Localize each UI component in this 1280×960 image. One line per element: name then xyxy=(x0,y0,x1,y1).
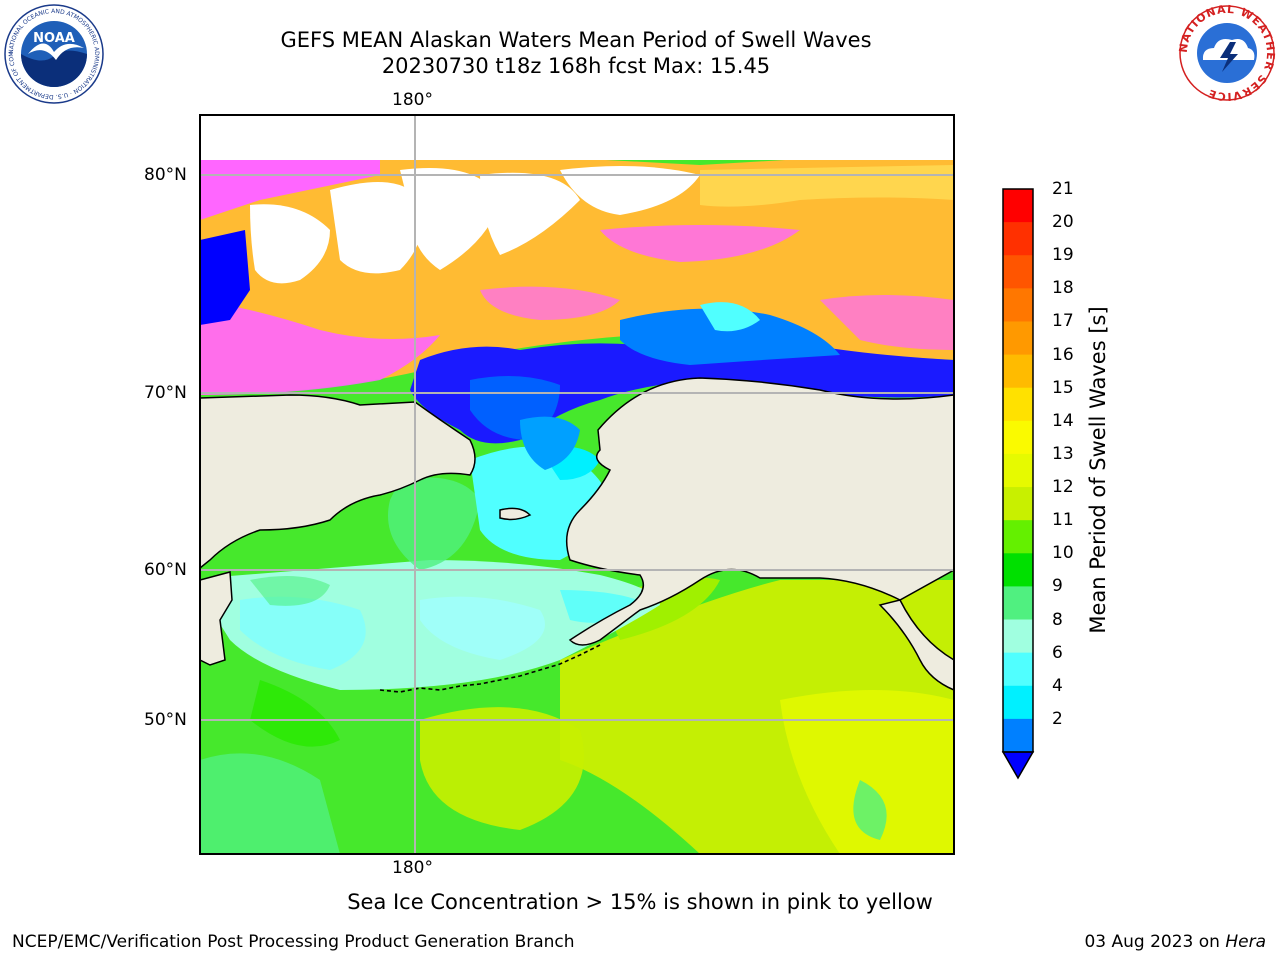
lat-label-50: 50°N xyxy=(144,710,187,730)
colorbar-tick-label: 17 xyxy=(1052,311,1074,332)
footer-system: Hera xyxy=(1225,932,1266,952)
colorbar-swatch xyxy=(1003,487,1033,521)
footer-date: 03 Aug 2023 on Hera xyxy=(1084,932,1266,952)
colorbar-tick-label: 9 xyxy=(1052,576,1063,597)
colorbar-swatch xyxy=(1003,685,1033,720)
colorbar-swatch xyxy=(1003,420,1033,455)
lat-label-80: 80°N xyxy=(144,165,187,185)
map-title: GEFS MEAN Alaskan Waters Mean Period of … xyxy=(280,28,872,52)
lon-label-top: 180° xyxy=(392,90,433,110)
colorbar-swatch xyxy=(1003,652,1033,687)
colorbar-swatch xyxy=(1003,553,1033,587)
colorbar-swatch xyxy=(1003,189,1033,223)
colorbar-tick-label: 15 xyxy=(1052,377,1074,398)
colorbar-swatch xyxy=(1003,718,1033,753)
colorbar-swatch xyxy=(1003,354,1033,389)
sea-ice-caption: Sea Ice Concentration > 15% is shown in … xyxy=(347,890,933,914)
colorbar-under-arrow xyxy=(1003,752,1033,778)
colorbar-swatches xyxy=(1003,189,1033,753)
colorbar-tick-label: 4 xyxy=(1052,675,1063,696)
lat-label-60: 60°N xyxy=(144,560,187,580)
nws-logo: NATIONAL WEATHER SERVICE xyxy=(1178,4,1276,102)
lat-label-70: 70°N xyxy=(144,383,187,403)
swell-field-patches xyxy=(200,577,954,854)
map-subtitle: 20230730 t18z 168h fcst Max: 15.45 xyxy=(381,54,771,78)
colorbar-swatch xyxy=(1003,586,1033,621)
colorbar-tick-label: 16 xyxy=(1052,344,1074,365)
colorbar-tick-label: 20 xyxy=(1052,212,1074,233)
colorbar xyxy=(1001,188,1035,780)
colorbar-tick-label: 14 xyxy=(1052,410,1074,431)
footer-date-text: 03 Aug 2023 on xyxy=(1084,932,1226,952)
colorbar-swatch xyxy=(1003,255,1033,289)
footer-branch: NCEP/EMC/Verification Post Processing Pr… xyxy=(12,932,575,952)
map-frame xyxy=(199,114,955,855)
map-graticule xyxy=(200,115,954,854)
colorbar-tick-label: 12 xyxy=(1052,477,1074,498)
land-alaska xyxy=(565,377,954,646)
colorbar-tick-label: 13 xyxy=(1052,443,1074,464)
colorbar-tick-label: 18 xyxy=(1052,278,1074,299)
colorbar-tick-label: 6 xyxy=(1052,642,1063,663)
colorbar-swatch xyxy=(1003,222,1033,256)
colorbar-tick-label: 10 xyxy=(1052,543,1074,564)
colorbar-swatch xyxy=(1003,387,1033,422)
colorbar-tick-label: 8 xyxy=(1052,609,1063,630)
colorbar-swatch xyxy=(1003,520,1033,554)
colorbar-tick-label: 21 xyxy=(1052,179,1074,199)
noaa-logo: NATIONAL OCEANIC AND ATMOSPHERIC ADMINIS… xyxy=(4,4,104,104)
land-asia xyxy=(200,394,476,569)
colorbar-tick-label: 2 xyxy=(1052,708,1063,729)
colorbar-swatch xyxy=(1003,321,1033,356)
colorbar-tick-label: 19 xyxy=(1052,245,1074,266)
aleutian-islands xyxy=(379,644,601,693)
colorbar-tick-label: 11 xyxy=(1052,510,1074,531)
colorbar-swatch xyxy=(1003,288,1033,322)
colorbar-swatch xyxy=(1003,453,1033,488)
svg-text:NOAA: NOAA xyxy=(33,31,75,46)
colorbar-swatch xyxy=(1003,619,1033,654)
lon-label-bottom: 180° xyxy=(392,858,433,878)
no-data-area xyxy=(250,204,330,284)
